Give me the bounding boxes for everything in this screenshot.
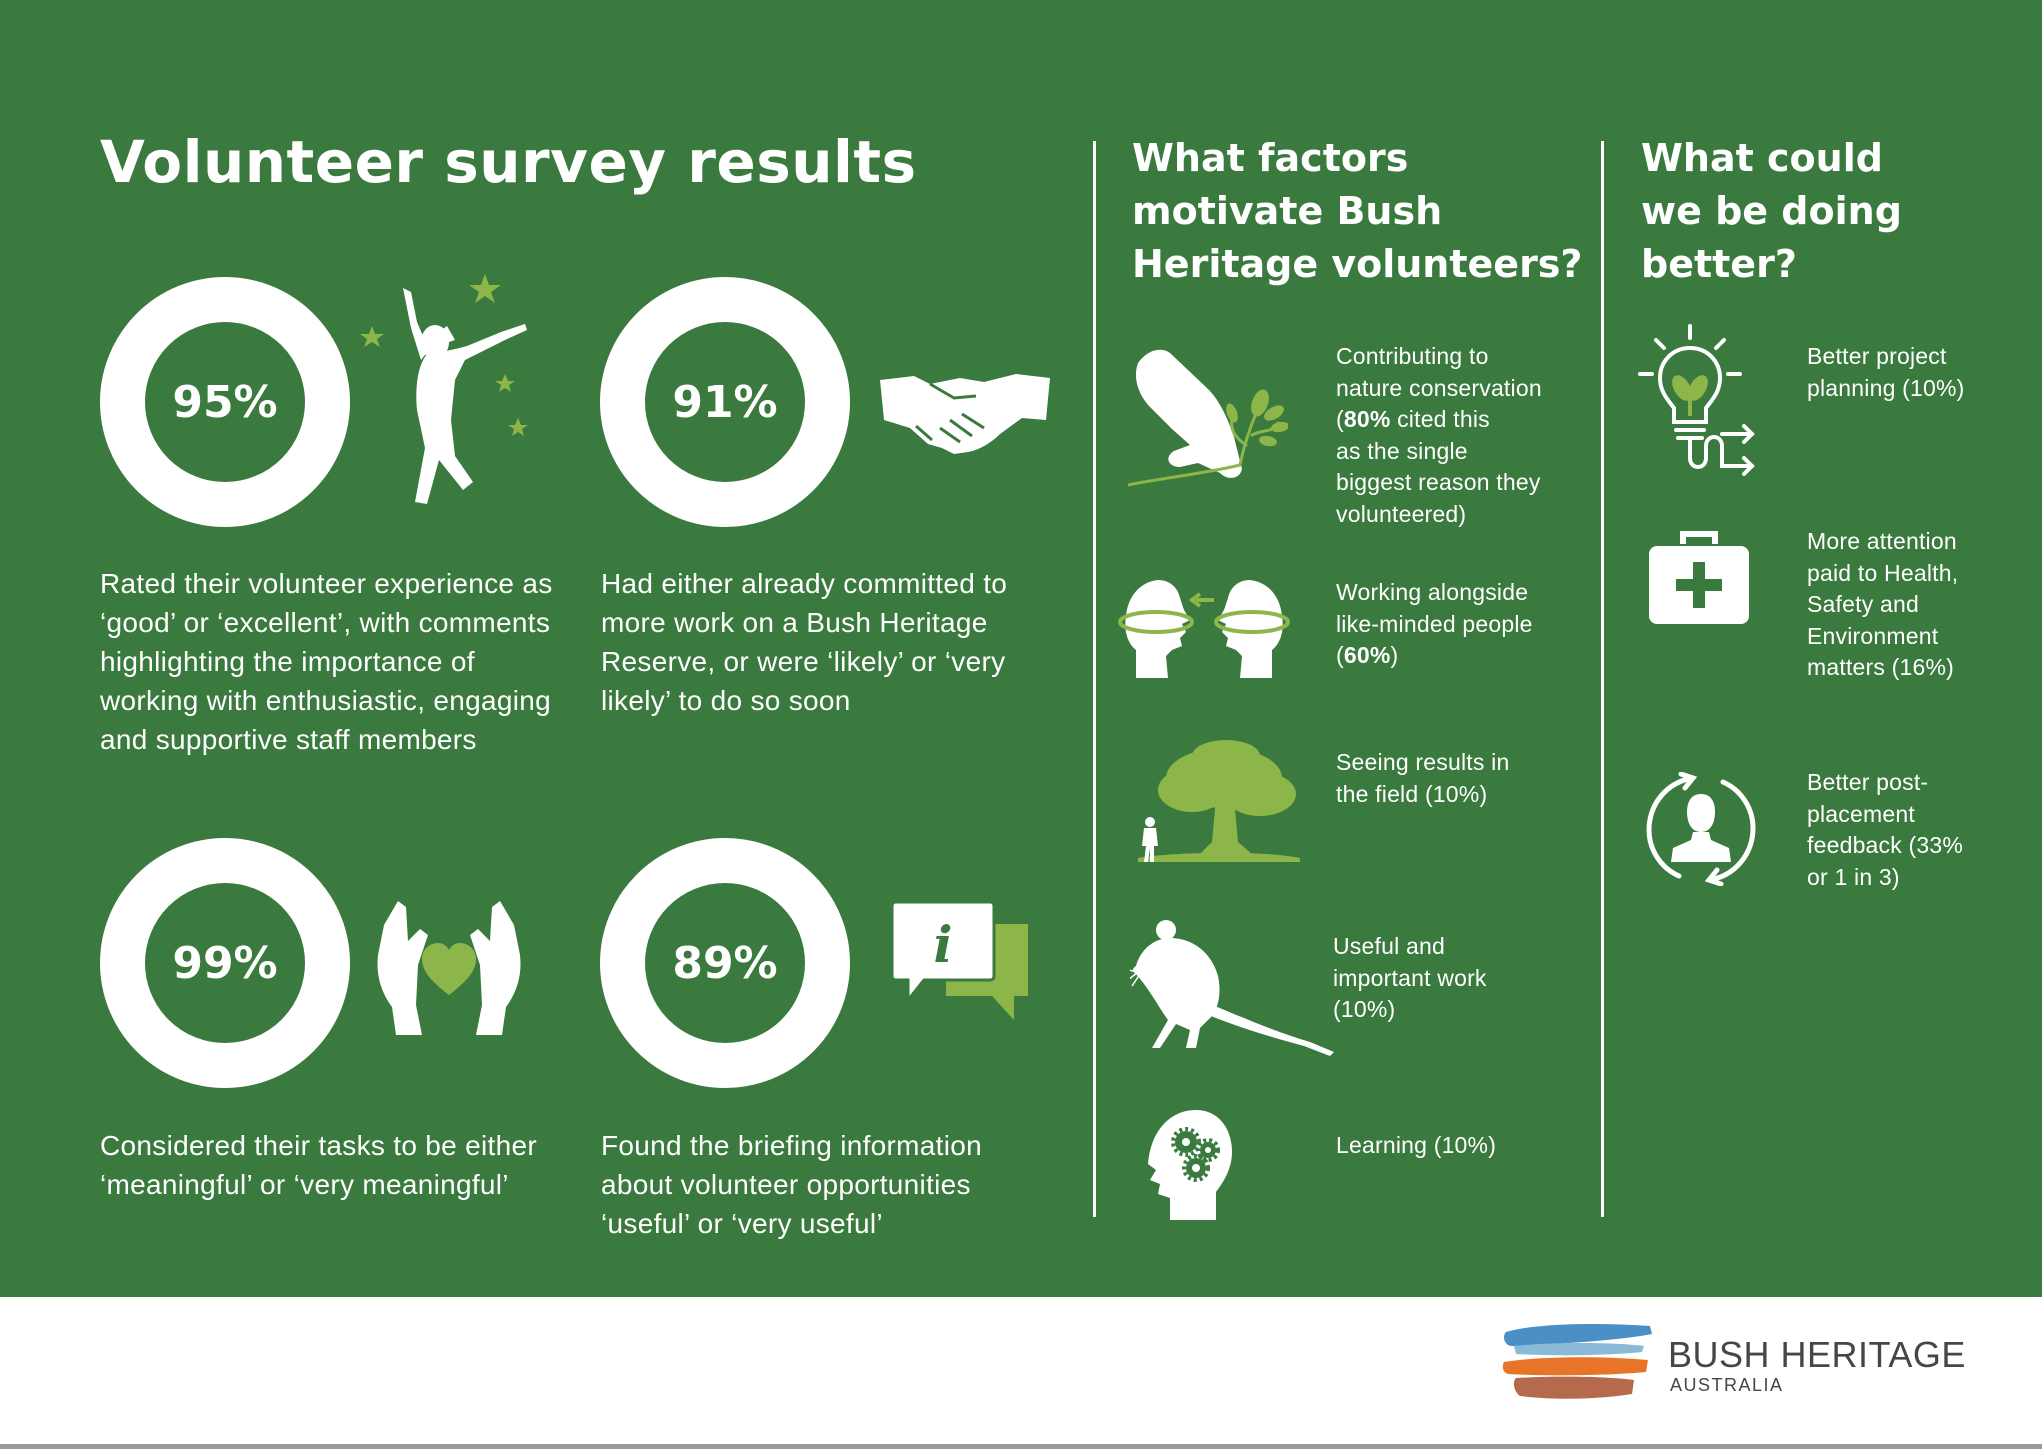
text-line: or 1 in 3) xyxy=(1807,863,1900,890)
text-line: the field (10%) xyxy=(1336,780,1488,807)
text-line: Better post- xyxy=(1807,769,1929,795)
column-divider-1 xyxy=(1093,141,1096,1217)
stat-percent-91: 91% xyxy=(672,376,778,428)
text-line: Safety and xyxy=(1807,591,1919,617)
text-line: Useful and xyxy=(1333,933,1445,959)
text-line: (80% cited this xyxy=(1336,406,1490,432)
lightbulb-icon xyxy=(1638,324,1755,476)
text-line: important work xyxy=(1333,964,1487,991)
stat-description-91: Had either already committed to more wor… xyxy=(601,568,1008,716)
better-title: What could we be doing better? xyxy=(1641,132,1902,291)
motivate-item-text: Contributing to nature conservation (80%… xyxy=(1336,341,1542,530)
text-line: as the single xyxy=(1336,437,1468,464)
motivate-item-text: Seeing results in the field (10%) xyxy=(1336,747,1509,810)
text-line: biggest reason they xyxy=(1336,469,1541,495)
text-line: volunteered) xyxy=(1336,500,1467,527)
text-line: (10%) xyxy=(1333,996,1396,1022)
donut-chart-95 xyxy=(100,277,350,527)
main-title: Volunteer survey results xyxy=(100,128,917,196)
stat-percent-95: 95% xyxy=(172,376,278,428)
motivate-item-text: Useful and important work (10%) xyxy=(1333,931,1487,1026)
hands-heart-icon xyxy=(377,901,521,1035)
text-line: Better project xyxy=(1807,343,1947,369)
donut-chart-91 xyxy=(600,277,850,527)
text-line: Working alongside xyxy=(1336,579,1529,605)
two-heads-icon xyxy=(1118,580,1290,678)
motivate-title: What factors motivate Bush Heritage volu… xyxy=(1132,132,1582,291)
text-line: placement xyxy=(1807,800,1915,827)
text-line: (60%) xyxy=(1336,642,1399,668)
motivate-title-line: What factors xyxy=(1132,136,1409,180)
jumping-person-icon xyxy=(360,274,528,504)
text-line: Environment xyxy=(1807,622,1939,649)
stat-percent-89: 89% xyxy=(672,937,778,989)
footer-brand-sub: AUSTRALIA xyxy=(1670,1375,1784,1395)
better-item-text: Better project planning (10%) xyxy=(1807,341,1965,404)
bush-heritage-logo-brushstrokes xyxy=(1502,1324,1652,1399)
text-line: feedback (33% xyxy=(1807,832,1964,858)
motivate-title-line: motivate Bush xyxy=(1132,189,1443,233)
handshake-icon xyxy=(880,374,1050,454)
text-line: matters (16%) xyxy=(1807,654,1955,680)
text-line: paid to Health, xyxy=(1807,559,1959,586)
text-line: planning (10%) xyxy=(1807,374,1965,401)
text-line: Contributing to xyxy=(1336,343,1489,369)
motivate-item-text: Working alongside like-minded people (60… xyxy=(1336,577,1533,672)
tree-hiker-icon xyxy=(1138,740,1300,862)
better-title-line: better? xyxy=(1641,242,1797,286)
stat-description-89: Found the briefing information about vol… xyxy=(601,1130,982,1239)
better-item-text: Better post- placement feedback (33% or … xyxy=(1807,767,1963,893)
head-gears-icon xyxy=(1148,1110,1232,1220)
info-chat-icon: i xyxy=(890,902,1028,1020)
text-line: More attention xyxy=(1807,528,1957,554)
motivate-item-text: Learning (10%) xyxy=(1336,1130,1496,1162)
person-cycle-icon xyxy=(1646,772,1756,886)
donut-chart-89 xyxy=(600,838,850,1088)
text-line: Seeing results in xyxy=(1336,749,1510,775)
footer-brand-name: BUSH HERITAGE xyxy=(1668,1334,1966,1375)
text-line: like-minded people xyxy=(1336,610,1533,637)
first-aid-kit-icon xyxy=(1649,531,1749,624)
column-divider-2 xyxy=(1601,141,1604,1217)
text-line: Learning (10%) xyxy=(1336,1132,1497,1158)
better-item-text: More attention paid to Health, Safety an… xyxy=(1807,526,1958,684)
footer-bottom-border xyxy=(0,1444,2042,1449)
hopping-mouse-icon xyxy=(1130,920,1334,1056)
text-line: nature conservation xyxy=(1336,374,1542,401)
svg-text:i: i xyxy=(934,915,953,974)
better-title-line: What could xyxy=(1641,136,1883,180)
motivate-title-line: Heritage volunteers? xyxy=(1132,242,1583,286)
hand-plant-icon xyxy=(1128,349,1288,487)
stat-percent-99: 99% xyxy=(172,937,278,989)
donut-chart-99 xyxy=(100,838,350,1088)
better-title-line: we be doing xyxy=(1641,189,1902,233)
green-background-panel xyxy=(0,0,2042,1297)
stat-description-95: Rated their volunteer experience as ‘goo… xyxy=(100,568,553,755)
stat-description-99: Considered their tasks to be either ‘mea… xyxy=(100,1130,537,1200)
